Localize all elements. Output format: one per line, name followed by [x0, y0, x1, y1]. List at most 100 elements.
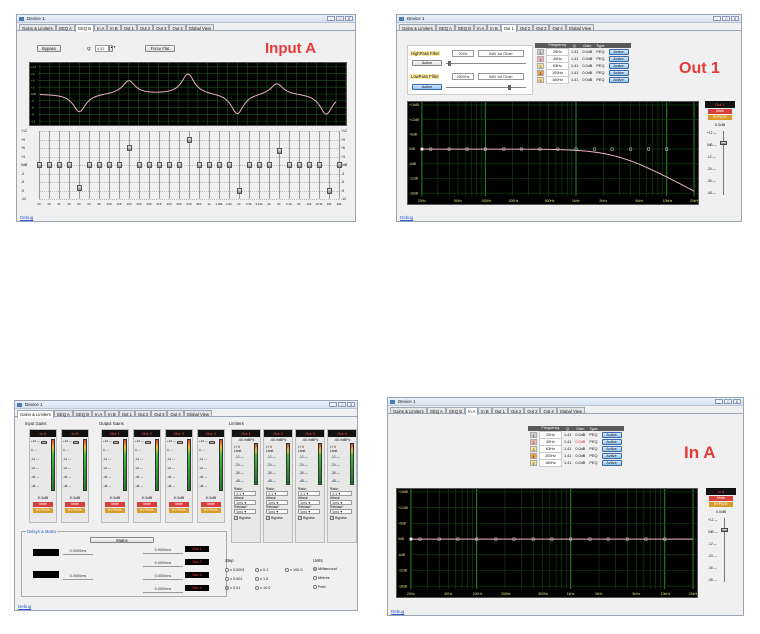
eq-slider-thumb[interactable]: [107, 162, 112, 168]
tab-global-view[interactable]: Global View: [565, 24, 594, 31]
tab-in-a[interactable]: In A: [94, 24, 108, 31]
eq-slider-thumb[interactable]: [257, 162, 262, 168]
band-marker[interactable]: [409, 537, 413, 541]
band-gain[interactable]: 0.0dB: [575, 453, 586, 458]
eq-slider-thumb[interactable]: [187, 136, 192, 143]
band-marker[interactable]: [647, 147, 650, 151]
tab-geq-b[interactable]: GEQ B: [72, 410, 93, 417]
tab-out-1[interactable]: Out 1: [491, 407, 508, 414]
limiter-option-select[interactable]: 1ms ▾: [330, 509, 352, 514]
band-q[interactable]: 1.41: [563, 460, 572, 465]
band-frequency[interactable]: 160Hz: [539, 458, 562, 467]
eq-slider-track[interactable]: [79, 131, 80, 199]
eq-slider-thumb[interactable]: [97, 162, 102, 168]
tab-in-b[interactable]: In B: [105, 410, 119, 417]
tab-in-a[interactable]: In A: [465, 407, 479, 415]
band-type[interactable]: PEQ: [596, 70, 605, 75]
bypass-button[interactable]: BYPASS: [65, 508, 85, 513]
band-q[interactable]: 1.41: [570, 49, 579, 54]
eq-slider-thumb[interactable]: [47, 162, 52, 168]
band-frequency[interactable]: 40Hz: [539, 437, 562, 446]
mute-button[interactable]: Mute: [137, 502, 157, 507]
band-marker[interactable]: [625, 537, 629, 541]
band-marker[interactable]: [593, 147, 596, 151]
band-type[interactable]: PEQ: [589, 453, 598, 458]
eq-slider-track[interactable]: [329, 131, 330, 199]
band-marker[interactable]: [569, 537, 573, 541]
bypass-button[interactable]: Bypass: [37, 45, 61, 52]
matrix-button[interactable]: Matrix: [90, 537, 154, 543]
band-frequency[interactable]: 160Hz: [546, 75, 569, 84]
output-delay-value[interactable]: 0.0000ms: [143, 574, 183, 580]
gain-fader[interactable]: [41, 441, 47, 444]
mute-button[interactable]: Mute: [169, 502, 189, 507]
debug-link[interactable]: Debug: [20, 215, 34, 220]
band-marker[interactable]: [456, 537, 460, 541]
eq-slider-thumb[interactable]: [77, 184, 82, 191]
eq-slider-thumb[interactable]: [247, 162, 252, 168]
eq-slider-thumb[interactable]: [87, 162, 92, 168]
band-gain[interactable]: 0.0dB: [582, 70, 593, 75]
tab-in-b[interactable]: In B: [107, 24, 121, 31]
tab-out-1[interactable]: Out 1: [118, 410, 135, 417]
band-type[interactable]: PEQ: [589, 439, 598, 444]
maximize-button[interactable]: □: [336, 16, 344, 21]
eq-slider-thumb[interactable]: [157, 162, 162, 168]
band-q[interactable]: 1.41: [563, 439, 572, 444]
bypass-checkbox[interactable]: ✓: [298, 516, 302, 521]
step-radio[interactable]: [255, 586, 259, 590]
step-radio[interactable]: [255, 568, 259, 572]
band-marker[interactable]: [519, 147, 523, 151]
band-q[interactable]: 1.41: [563, 432, 572, 437]
tab-out-2[interactable]: Out 2: [134, 410, 152, 417]
limiter-option-select[interactable]: 1ms ▾: [266, 500, 288, 505]
limiter-option-select[interactable]: 1:1 ▾: [234, 491, 256, 496]
input-delay-value[interactable]: 0.0000ms: [63, 549, 93, 555]
close-button[interactable]: X: [731, 16, 739, 21]
band-type[interactable]: PEQ: [596, 77, 605, 82]
gain-fader[interactable]: [209, 441, 215, 444]
fader-track[interactable]: [724, 518, 725, 582]
step-radio[interactable]: [225, 577, 229, 581]
eq-slider-thumb[interactable]: [37, 162, 42, 168]
limiter-bypass[interactable]: ✓Bypass: [234, 516, 260, 521]
step-option[interactable]: x 10.0: [255, 586, 270, 590]
band-gain[interactable]: 0.0dB: [575, 432, 586, 437]
eq-slider-thumb[interactable]: [207, 162, 212, 168]
gain-fader[interactable]: [113, 441, 119, 444]
eq-slider-thumb[interactable]: [297, 162, 302, 168]
tab-in-b[interactable]: In B: [487, 24, 501, 31]
eq-slider-thumb[interactable]: [197, 162, 202, 168]
limiter-bypass[interactable]: ✓Bypass: [330, 516, 356, 521]
tab-out-4[interactable]: Out 4: [167, 410, 184, 417]
input-delay-value[interactable]: 0.0000ms: [63, 574, 93, 580]
band-gain[interactable]: 0.0dB: [575, 439, 586, 444]
limiter-option-select[interactable]: 1ms ▾: [330, 500, 352, 505]
band-marker[interactable]: [644, 537, 648, 541]
band-type[interactable]: PEQ: [596, 56, 605, 61]
tab-global-view[interactable]: Global View: [183, 410, 212, 417]
step-option[interactable]: x 0.1: [255, 568, 268, 572]
limiter-bypass[interactable]: ✓Bypass: [298, 516, 324, 521]
band-marker[interactable]: [465, 147, 469, 151]
tab-geq-b[interactable]: GEQ B: [74, 24, 95, 32]
minimize-button[interactable]: _: [713, 16, 721, 21]
tab-out-2[interactable]: Out 2: [516, 24, 534, 31]
limiter-bypass[interactable]: ✓Bypass: [266, 516, 292, 521]
eq-slider-thumb[interactable]: [67, 162, 72, 168]
band-type[interactable]: PEQ: [589, 446, 598, 451]
q-input[interactable]: 4.32: [95, 45, 109, 52]
limiter-option-select[interactable]: 1ms ▾: [298, 509, 320, 514]
eq-slider-thumb[interactable]: [227, 162, 232, 168]
fader-thumb[interactable]: [720, 141, 727, 145]
band-marker[interactable]: [574, 147, 578, 151]
output-delay-value[interactable]: 0.0000ms: [143, 561, 183, 567]
step-radio[interactable]: [285, 568, 289, 572]
band-type[interactable]: PEQ: [596, 63, 605, 68]
output-delay-value[interactable]: 0.0000ms: [143, 587, 183, 593]
band-type[interactable]: PEQ: [596, 49, 605, 54]
step-option[interactable]: x 0.001: [225, 577, 242, 581]
limiter-option-select[interactable]: 1:1 ▾: [298, 491, 320, 496]
tab-in-a[interactable]: In A: [474, 24, 488, 31]
maximize-button[interactable]: □: [722, 16, 730, 21]
